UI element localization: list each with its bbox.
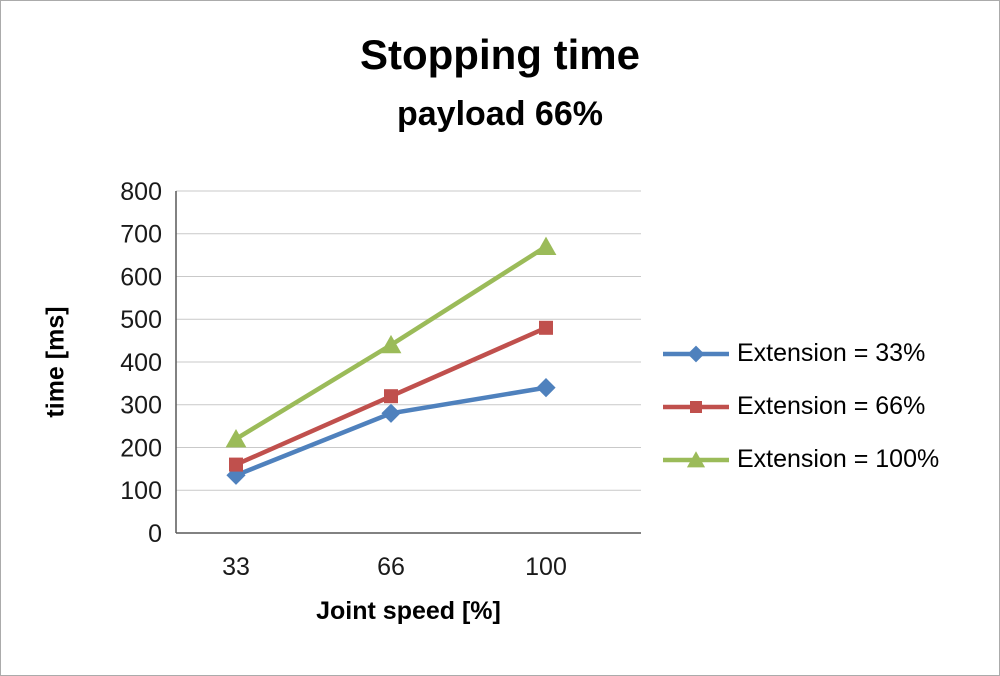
y-tick-label: 0 (148, 520, 162, 548)
diamond-marker (687, 345, 705, 362)
y-tick-label: 300 (120, 392, 162, 420)
legend-key-diamond (663, 345, 729, 362)
chart-title: Stopping time (360, 31, 640, 78)
legend-item: Extension = 33% (663, 339, 939, 368)
triangle-marker (686, 450, 706, 467)
triangle-marker (225, 428, 247, 448)
square-marker (384, 389, 398, 404)
y-tick-label: 700 (120, 221, 162, 249)
x-tick-label: 100 (525, 553, 567, 581)
triangle-marker (535, 236, 557, 255)
diamond-marker (226, 465, 246, 485)
square-marker (229, 457, 243, 472)
diamond-marker (536, 378, 556, 398)
legend: Extension = 33% Extension = 66% Extension … (663, 339, 939, 474)
square-marker (539, 320, 553, 335)
y-tick-label: 200 (120, 434, 162, 462)
diamond-marker (381, 403, 401, 423)
legend-label: Extension = 100% (737, 445, 940, 473)
chart-subtitle: payload 66% (397, 95, 603, 133)
x-tick-label: 33 (222, 553, 250, 581)
legend-key-square (663, 400, 729, 413)
y-tick-label: 100 (120, 477, 162, 505)
legend-item: Extension = 100% (663, 445, 939, 474)
y-tick-label: 600 (120, 263, 162, 291)
legend-label: Extension = 66% (737, 392, 926, 420)
x-tick-label: 66 (377, 553, 405, 581)
y-axis-title: time [ms] (41, 306, 70, 418)
legend-item: Extension = 66% (663, 392, 939, 421)
legend-label: Extension = 33% (737, 339, 926, 367)
y-tick-label: 800 (120, 178, 162, 206)
legend-key-triangle (663, 450, 729, 467)
y-tick-label: 500 (120, 306, 162, 334)
square-marker (690, 400, 702, 413)
y-tick-label: 400 (120, 349, 162, 377)
triangle-marker (380, 334, 402, 354)
x-axis-title: Joint speed [%] (316, 597, 501, 625)
